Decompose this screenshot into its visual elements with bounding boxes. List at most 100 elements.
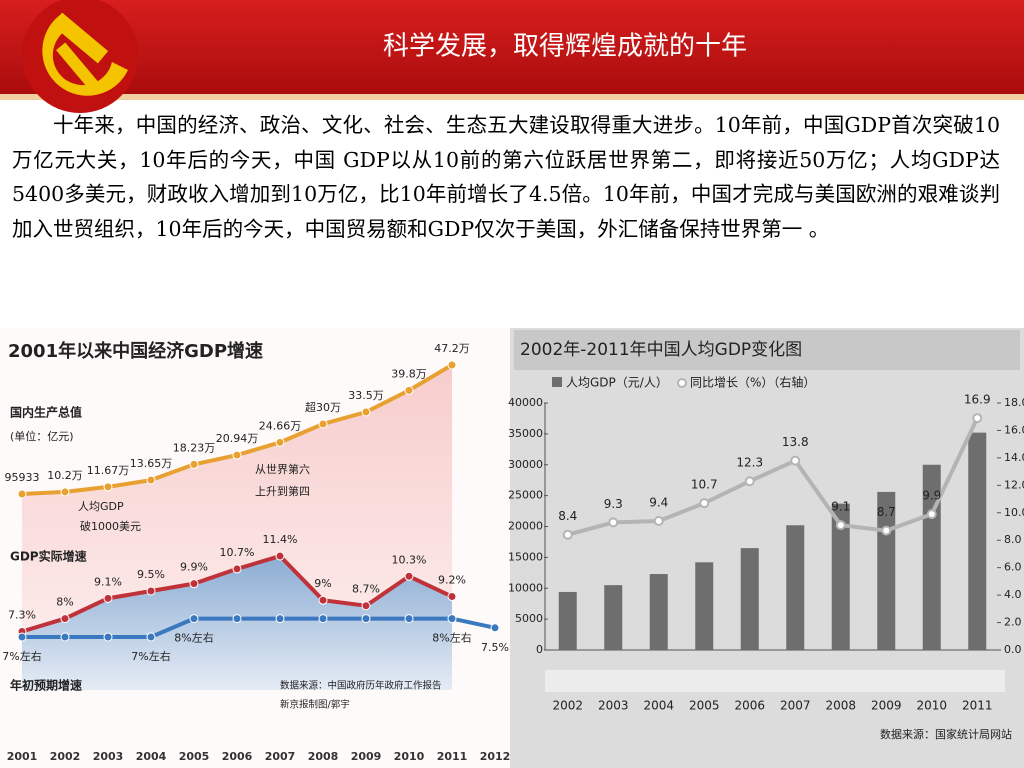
legend-label: 同比增长（%）（右轴） bbox=[690, 375, 815, 390]
data-label: 39.8万 bbox=[391, 367, 427, 380]
bar bbox=[786, 525, 805, 650]
y-tick-label: 10000 bbox=[508, 581, 543, 594]
legend-label: 人均GDP（元/人） bbox=[566, 376, 668, 390]
y2-tick-label: 18.0 bbox=[1004, 396, 1024, 409]
point bbox=[318, 595, 328, 605]
y2-tick-label: 16.0 bbox=[1004, 423, 1024, 436]
point bbox=[189, 614, 199, 624]
data-label: 10.3% bbox=[392, 553, 427, 566]
point bbox=[404, 614, 414, 624]
x-tick-label: 2003 bbox=[93, 750, 124, 763]
annotation: 新京报制图/郭宇 bbox=[280, 699, 350, 711]
x-tick-label: 2006 bbox=[222, 750, 253, 763]
series-label: 国内生产总值 bbox=[10, 405, 82, 420]
x-tick-label: 2012 bbox=[480, 750, 511, 763]
source-note: 数据来源：国家统计局网站 bbox=[880, 727, 1012, 741]
point bbox=[790, 455, 801, 466]
data-label: 8.7% bbox=[352, 583, 380, 596]
data-label: 13.65万 bbox=[130, 457, 173, 470]
right-title-bar bbox=[514, 330, 1020, 370]
series-line bbox=[22, 616, 496, 639]
y-tick-label: 35000 bbox=[508, 427, 543, 440]
x-tick-label: 2004 bbox=[136, 750, 167, 763]
annotation: 上升到第四 bbox=[255, 484, 310, 498]
point bbox=[232, 564, 242, 574]
data-label: 9.9% bbox=[180, 561, 208, 574]
point bbox=[60, 632, 70, 642]
data-label: 超30万 bbox=[305, 400, 341, 414]
y-tick-label: 40000 bbox=[508, 396, 543, 409]
y2-tick-label: 4.0 bbox=[1004, 588, 1022, 601]
bar bbox=[558, 591, 577, 650]
x-tick-label: 2009 bbox=[351, 750, 382, 763]
data-label: 9% bbox=[314, 577, 331, 590]
annotation: 人均GDP bbox=[78, 500, 124, 513]
point bbox=[447, 360, 457, 370]
data-label: 47.2万 bbox=[434, 342, 470, 355]
x-tick-label: 2009 bbox=[871, 699, 902, 713]
bar bbox=[695, 562, 714, 650]
point bbox=[447, 592, 457, 602]
point bbox=[146, 632, 156, 642]
x-tick-label: 2005 bbox=[179, 750, 210, 763]
point bbox=[275, 551, 285, 561]
point bbox=[232, 614, 242, 624]
point bbox=[189, 459, 199, 469]
x-tick-label: 2008 bbox=[825, 699, 856, 713]
annotation: 破1000美元 bbox=[80, 519, 141, 533]
y2-tick-label: 10.0 bbox=[1004, 506, 1024, 519]
point bbox=[275, 437, 285, 447]
point bbox=[744, 476, 755, 487]
y2-tick-label: 6.0 bbox=[1004, 561, 1022, 574]
header-rule bbox=[0, 94, 1024, 100]
data-label: 9.5% bbox=[137, 568, 165, 581]
header-band bbox=[0, 0, 1024, 98]
right-chart: 2002年-2011年中国人均GDP变化图 0 5000 10000 15000 2000… bbox=[508, 340, 1024, 741]
x-tick-label: 2002 bbox=[552, 699, 583, 713]
x-tick-label: 2003 bbox=[598, 699, 629, 713]
point bbox=[275, 614, 285, 624]
x-tick-label: 2011 bbox=[437, 750, 468, 763]
bar bbox=[740, 548, 759, 650]
data-label: 10.7 bbox=[691, 478, 718, 492]
slide-title: 科学发展，取得辉煌成就的十年 bbox=[383, 32, 747, 62]
y2-tick-label: 0.0 bbox=[1004, 643, 1022, 656]
data-label: 7%左右 bbox=[131, 649, 170, 663]
y-tick-label: 0 bbox=[536, 643, 543, 656]
point bbox=[699, 498, 710, 509]
y-tick-label: 20000 bbox=[508, 520, 543, 533]
bar bbox=[831, 503, 850, 650]
data-label: 7%左右 bbox=[2, 649, 41, 663]
paragraph: 十年来，中国的经济、政治、文化、社会、生态五大建设取得重大进步。10年前，中国G… bbox=[12, 113, 1000, 241]
point bbox=[17, 632, 27, 642]
y-tick-label: 25000 bbox=[508, 489, 543, 502]
point bbox=[361, 407, 371, 417]
data-label: 12.3 bbox=[736, 456, 763, 470]
point bbox=[361, 614, 371, 624]
right-axis-band bbox=[545, 670, 1005, 692]
y2-tick-label: 14.0 bbox=[1004, 451, 1024, 464]
point bbox=[361, 601, 371, 611]
x-tick-label: 2006 bbox=[734, 699, 765, 713]
point bbox=[447, 614, 457, 624]
bar bbox=[968, 432, 987, 650]
bar bbox=[922, 464, 941, 650]
x-tick-label: 2007 bbox=[265, 750, 296, 763]
data-label: 95933 bbox=[5, 471, 40, 484]
x-tick-label: 2002 bbox=[50, 750, 81, 763]
data-label: 10.7% bbox=[220, 546, 255, 559]
point bbox=[60, 614, 70, 624]
data-label: 13.8 bbox=[782, 435, 809, 449]
data-label: 33.5万 bbox=[348, 389, 384, 402]
x-tick-label: 2011 bbox=[962, 699, 993, 713]
point bbox=[835, 520, 846, 531]
data-label: 10.2万 bbox=[47, 469, 83, 482]
point bbox=[490, 623, 500, 633]
series-label: GDP实际增速 bbox=[10, 549, 87, 564]
x-tick-label: 2007 bbox=[780, 699, 811, 713]
data-label: 11.4% bbox=[263, 533, 298, 546]
y-tick-label: 15000 bbox=[508, 550, 543, 563]
legend-swatch bbox=[677, 378, 687, 388]
